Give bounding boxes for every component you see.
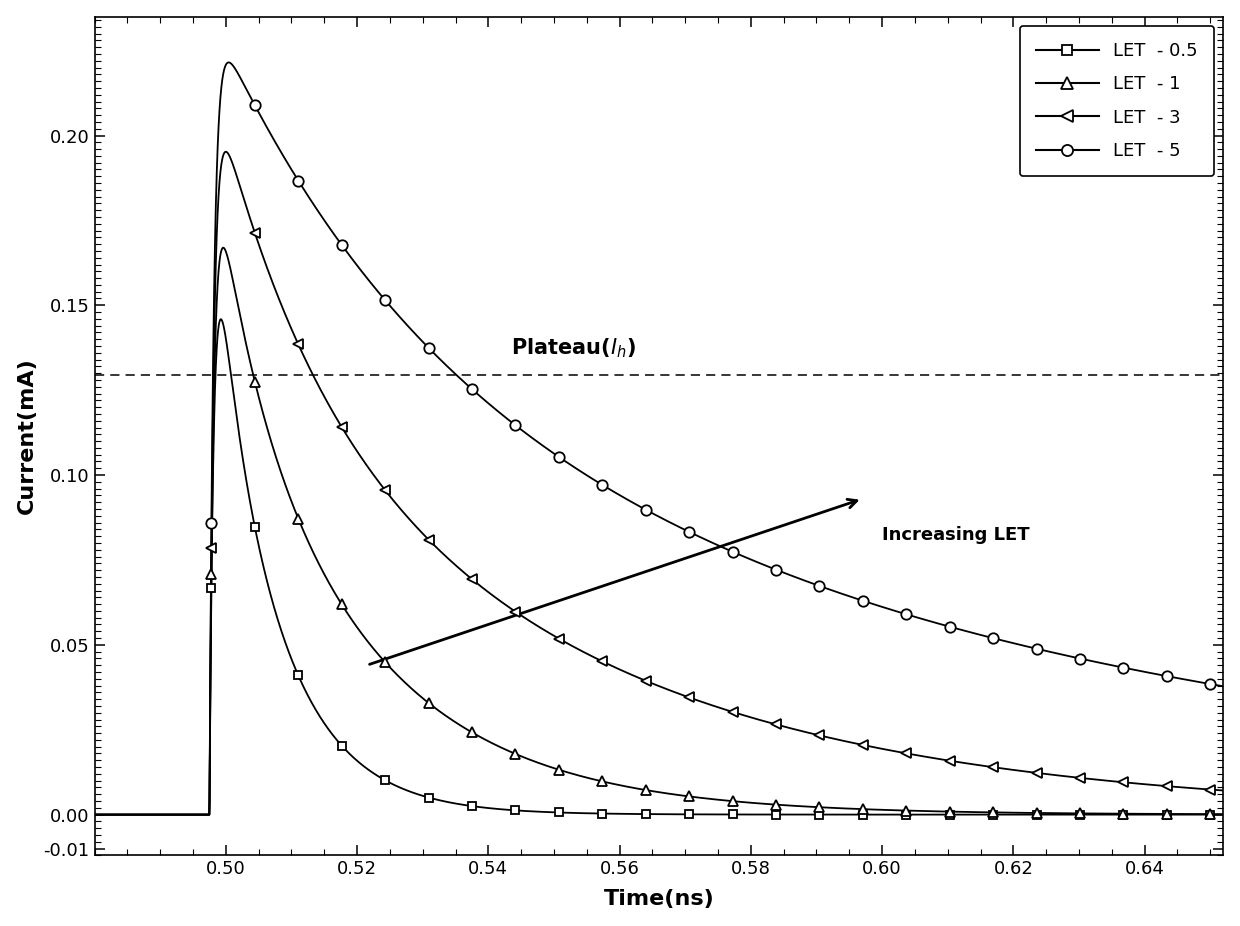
Text: Plateau($\mathit{I}_h$): Plateau($\mathit{I}_h$) xyxy=(511,336,636,360)
Legend: LET  - 0.5, LET  - 1, LET  - 3, LET  - 5: LET - 0.5, LET - 1, LET - 3, LET - 5 xyxy=(1019,26,1214,176)
Text: Increasing LET: Increasing LET xyxy=(882,526,1029,544)
X-axis label: Time(ns): Time(ns) xyxy=(604,889,714,909)
Y-axis label: Current(mA): Current(mA) xyxy=(16,357,37,514)
